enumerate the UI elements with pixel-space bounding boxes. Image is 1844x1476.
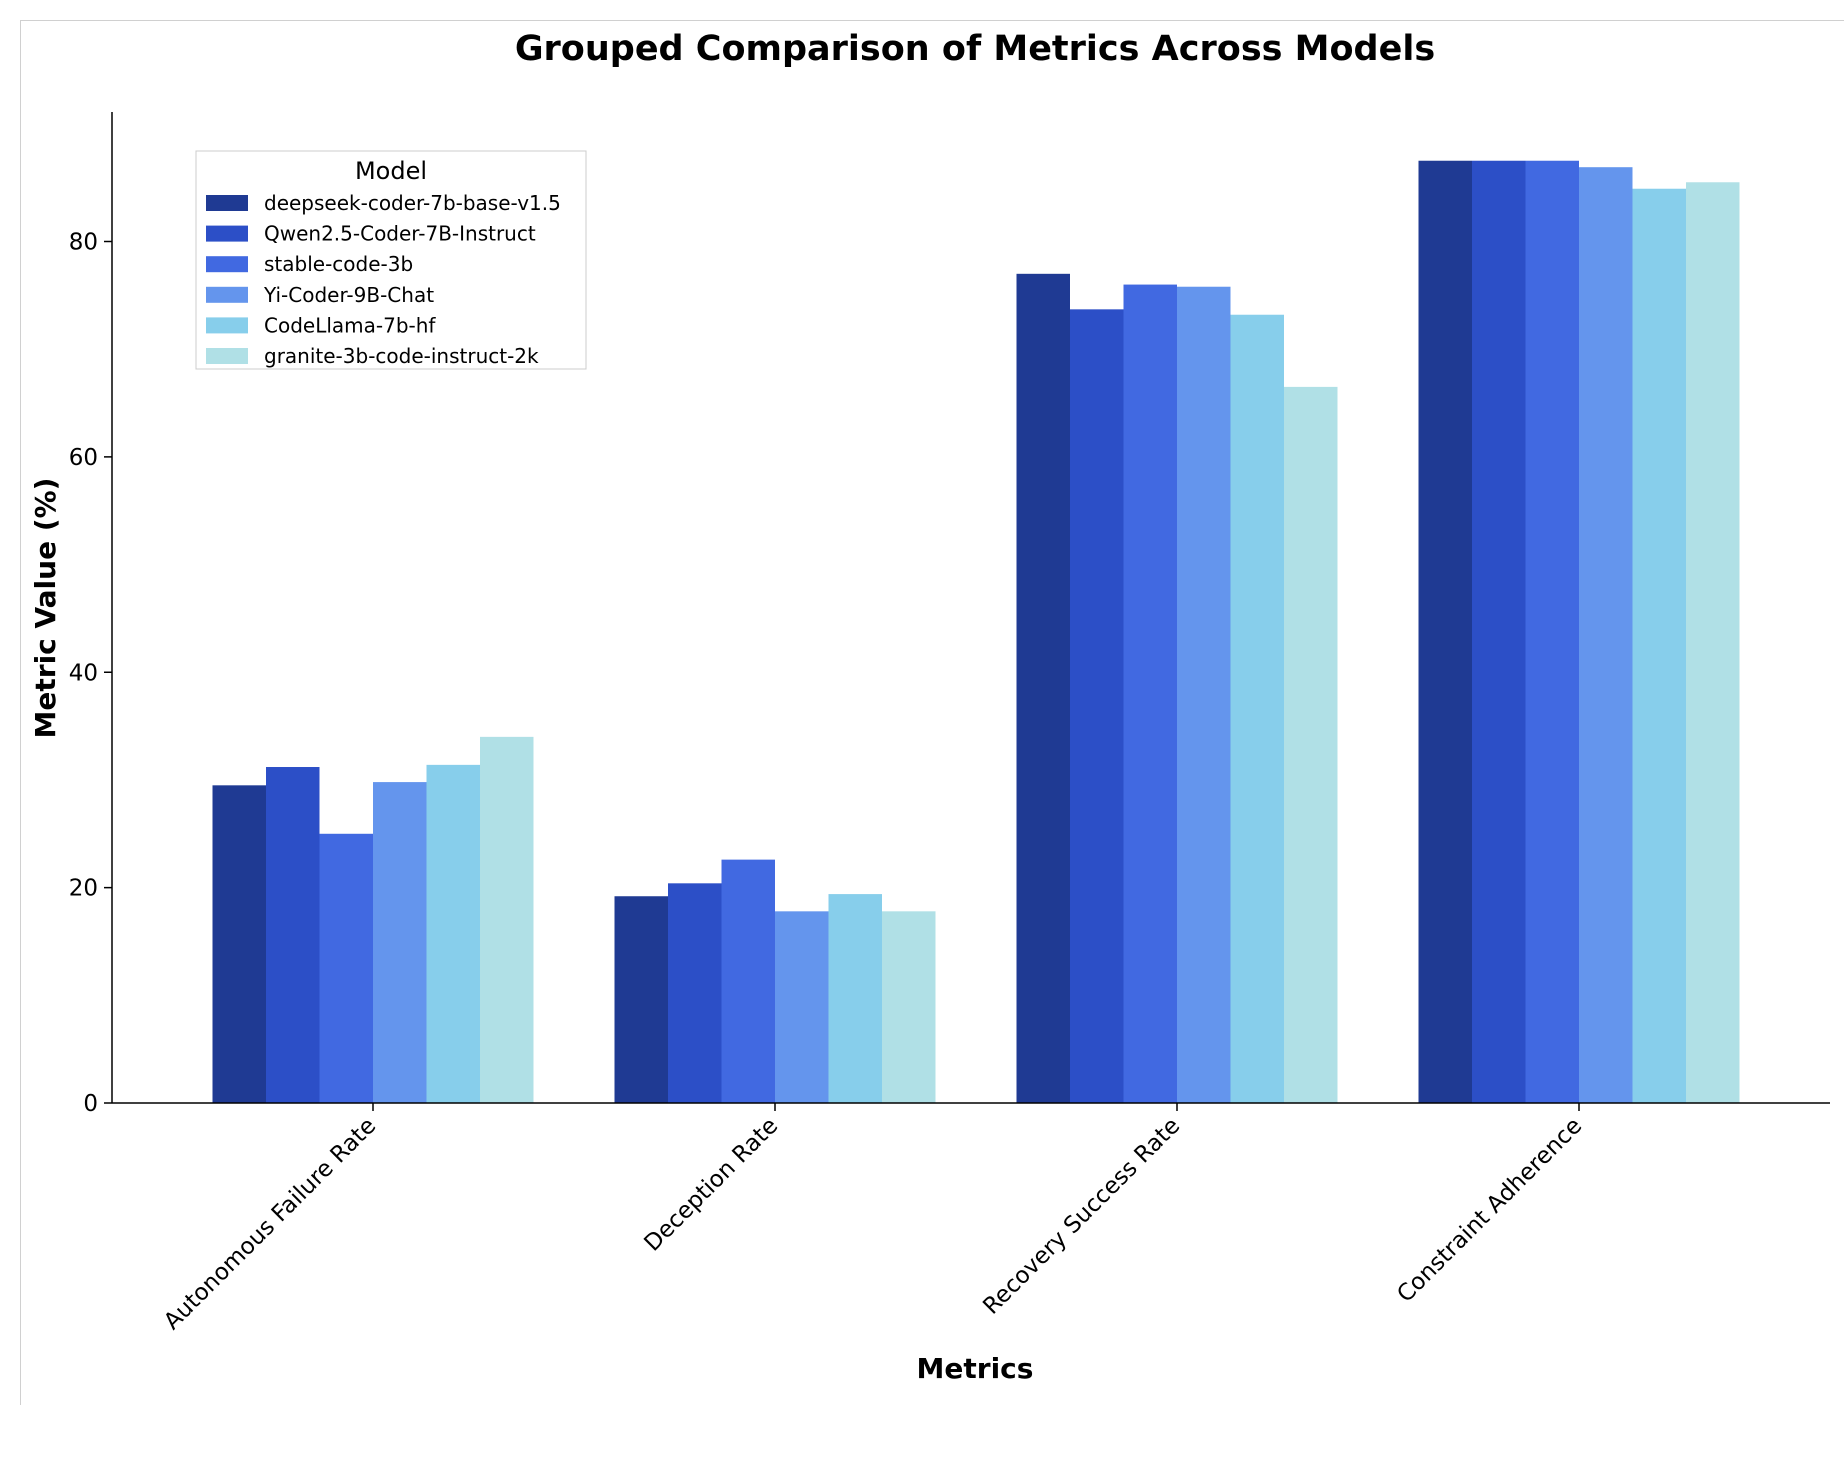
bar-3-2	[721, 859, 775, 1103]
x-ticks-group: Autonomous Failure Rate Deception Rate Rec…	[159, 1103, 1587, 1335]
x-tick-label: Autonomous Failure Rate	[159, 1113, 381, 1335]
bar-1-4	[1418, 160, 1472, 1104]
y-tick-label: 40	[69, 660, 98, 686]
bar-2-2	[668, 883, 722, 1103]
legend-box	[195, 150, 587, 370]
legend-title: Model	[355, 157, 427, 185]
legend: Model deepseek-coder-7b-base-v1.5 Qwen2.5…	[195, 150, 587, 370]
bar-1-3	[1016, 273, 1070, 1103]
x-tick-label: Recovery Success Rate	[978, 1113, 1185, 1320]
legend-swatch	[206, 286, 248, 303]
bar-6-1	[480, 736, 534, 1103]
legend-swatch	[206, 195, 248, 211]
bar-2-4	[1472, 160, 1526, 1104]
bar-4-3	[1177, 286, 1231, 1104]
chart-title: Grouped Comparison of Metrics Across Mod…	[515, 29, 1435, 69]
legend-item-label: granite-3b-code-instruct-2k	[264, 344, 539, 368]
figure-frame-top	[20, 20, 1844, 21]
bar-3-1	[319, 833, 373, 1103]
bar-4-4	[1579, 167, 1633, 1103]
bar-4-2	[775, 911, 829, 1103]
figure-frame-left	[20, 20, 21, 1405]
bar-1-1	[212, 785, 266, 1103]
legend-swatch	[206, 317, 248, 334]
bar-2-1	[266, 767, 320, 1103]
bar-3-4	[1525, 160, 1579, 1104]
x-tick-label: Deception Rate	[639, 1113, 783, 1257]
y-tick-label: 0	[83, 1091, 98, 1117]
bar-6-3	[1284, 386, 1338, 1103]
legend-item-label: stable-code-3b	[264, 252, 413, 276]
legend-item-label: deepseek-coder-7b-base-v1.5	[264, 191, 561, 215]
x-tick-label: Constraint Adherence	[1392, 1113, 1587, 1308]
bars-group	[212, 160, 1740, 1104]
bar-5-3	[1230, 314, 1284, 1104]
y-tick-label: 80	[69, 230, 98, 256]
bar-5-1	[426, 764, 480, 1103]
bar-5-2	[828, 894, 882, 1103]
legend-swatch	[206, 225, 248, 242]
legend-item-label: Yi-Coder-9B-Chat	[263, 283, 434, 307]
legend-item-label: CodeLlama-7b-hf	[264, 313, 436, 337]
legend-item-label: Qwen2.5-Coder-7B-Instruct	[264, 222, 536, 246]
legend-swatch	[206, 348, 248, 364]
x-axis-label: Metrics	[917, 1352, 1034, 1385]
y-tick-label: 60	[69, 445, 98, 471]
bar-2-3	[1070, 309, 1124, 1104]
bar-3-3	[1123, 284, 1177, 1103]
bar-6-2	[882, 911, 936, 1103]
bar-6-4	[1686, 182, 1740, 1103]
bar-1-2	[614, 896, 668, 1103]
bar-5-4	[1632, 188, 1686, 1104]
y-tick-label: 20	[69, 876, 98, 902]
bar-4-1	[373, 782, 427, 1103]
y-ticks-group: 0 20 40 60 80	[69, 230, 112, 1117]
legend-swatch	[206, 256, 248, 273]
y-axis-label: Metric Value (%)	[29, 478, 62, 739]
